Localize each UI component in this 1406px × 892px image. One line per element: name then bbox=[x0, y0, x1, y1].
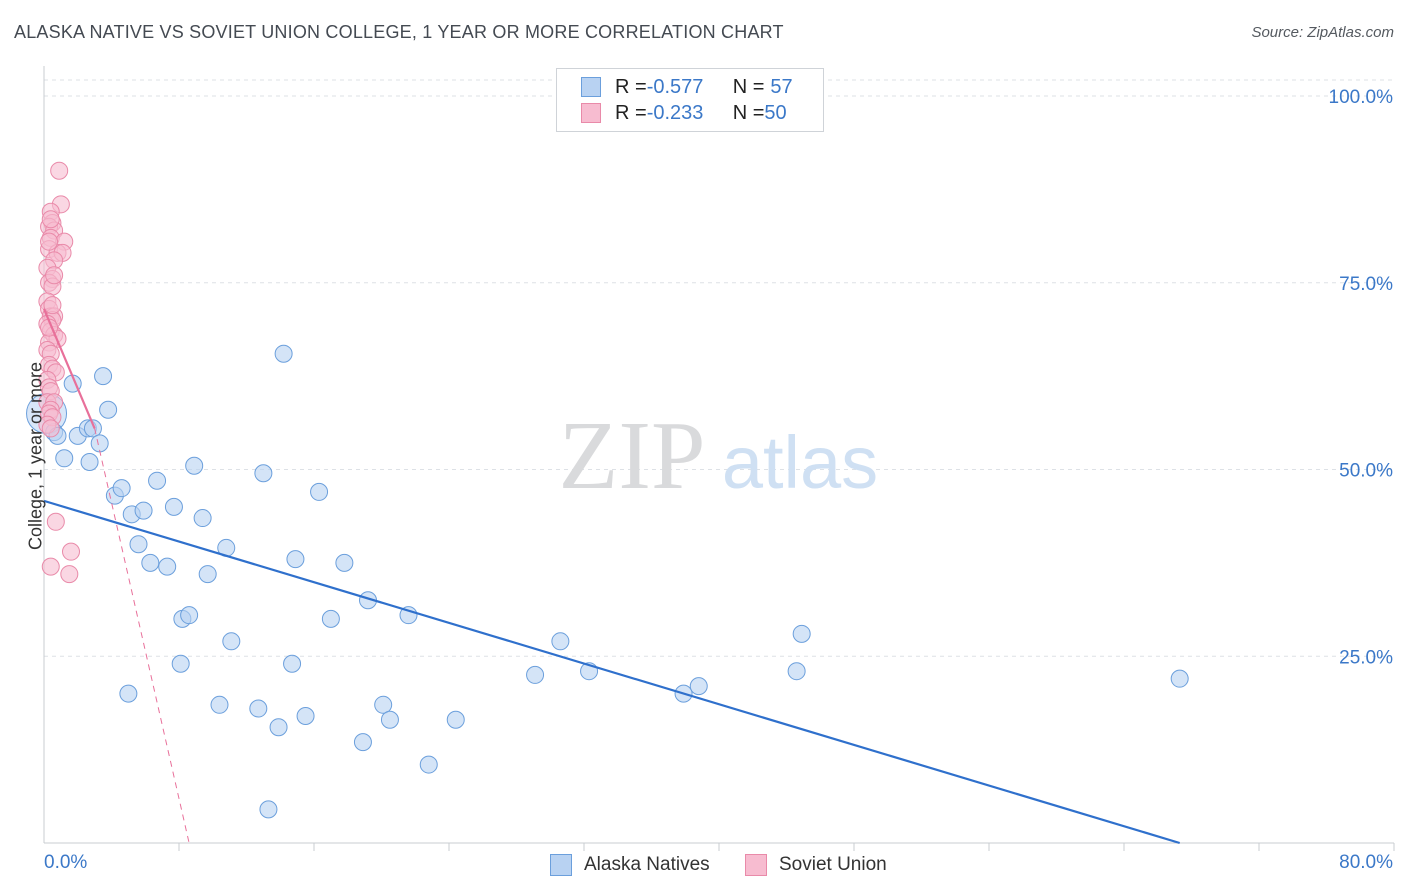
soviet-union-point bbox=[41, 557, 60, 576]
alaska-natives-point bbox=[148, 471, 167, 490]
soviet-union-point bbox=[41, 419, 60, 438]
soviet-legend-label: Soviet Union bbox=[779, 854, 887, 875]
y-tick-label: 25.0% bbox=[1339, 647, 1393, 668]
soviet-union-point bbox=[43, 296, 62, 315]
y-tick-label: 75.0% bbox=[1339, 274, 1393, 295]
watermark-atlas: atlas bbox=[722, 421, 878, 504]
alaska-natives-point bbox=[335, 553, 354, 572]
axes bbox=[43, 66, 1395, 851]
alaska-natives-point bbox=[380, 710, 399, 729]
source-label: Source: ZipAtlas.com bbox=[1251, 24, 1394, 41]
alaska-natives-point bbox=[198, 565, 217, 584]
alaska-natives-point bbox=[286, 550, 305, 569]
alaska-natives-trend-line bbox=[43, 499, 1181, 845]
alaska-natives-point bbox=[269, 718, 288, 737]
alaska-swatch bbox=[581, 77, 601, 97]
alaska-natives-point bbox=[259, 800, 278, 819]
alaska-natives-point bbox=[210, 695, 229, 714]
n-label: N = bbox=[732, 75, 765, 98]
stats-row-alaska: R = -0.577 N = 57 bbox=[581, 75, 793, 99]
alaska-natives-point bbox=[1170, 669, 1189, 688]
soviet-union-point bbox=[62, 542, 80, 561]
alaska-natives-point bbox=[249, 699, 268, 718]
alaska-natives-point bbox=[80, 453, 99, 472]
soviet-legend-swatch bbox=[745, 854, 767, 876]
alaska-natives-point bbox=[310, 482, 329, 501]
stats-legend: R = -0.577 N = 57 R = -0.233 N = 50 bbox=[556, 68, 824, 132]
alaska-natives-point bbox=[134, 501, 153, 520]
alaska-natives-point bbox=[222, 632, 241, 651]
watermark: ZIP atlas bbox=[559, 402, 879, 510]
soviet-union-point bbox=[40, 232, 59, 251]
r-label: R = bbox=[615, 75, 647, 98]
alaska-natives-point bbox=[158, 557, 177, 576]
n-value: 50 bbox=[764, 101, 787, 124]
alaska-natives-point bbox=[193, 509, 212, 528]
r-value: -0.577 bbox=[646, 75, 704, 98]
alaska-natives-point bbox=[141, 553, 160, 572]
alaska-natives-point bbox=[321, 609, 340, 628]
alaska-natives-point bbox=[353, 733, 372, 752]
alaska-natives-point bbox=[129, 535, 148, 554]
alaska-natives-point bbox=[180, 606, 199, 625]
y-tick-label: 50.0% bbox=[1339, 461, 1393, 482]
alaska-legend-swatch bbox=[550, 854, 572, 876]
soviet-union-point bbox=[46, 512, 65, 531]
alaska-natives-point bbox=[446, 710, 465, 729]
alaska-natives-point bbox=[787, 662, 806, 681]
y-axis-label: College, 1 year or more bbox=[25, 361, 46, 551]
alaska-natives-point bbox=[419, 755, 438, 774]
r-value: -0.233 bbox=[646, 101, 704, 124]
alaska-natives-point bbox=[551, 632, 570, 651]
x-tick-max: 80.0% bbox=[1339, 852, 1393, 873]
chart-title: ALASKA NATIVE VS SOVIET UNION COLLEGE, 1… bbox=[14, 22, 784, 42]
soviet-union-point bbox=[45, 266, 64, 285]
stats-row-soviet: R = -0.233 N = 50 bbox=[581, 101, 787, 125]
soviet-union-trend-line bbox=[94, 428, 190, 844]
legend-soviet-union[interactable]: Soviet Union bbox=[745, 852, 887, 878]
alaska-natives-point bbox=[119, 684, 138, 703]
alaska-natives-point bbox=[90, 434, 109, 453]
y-tick-labels: 100.0% 75.0% 50.0% 25.0% bbox=[1329, 87, 1394, 668]
alaska-natives-point bbox=[99, 400, 118, 419]
soviet-union-point bbox=[50, 161, 69, 180]
alaska-natives-point bbox=[171, 654, 190, 673]
alaska-natives-point bbox=[526, 665, 545, 684]
soviet-swatch bbox=[581, 103, 601, 123]
alaska-natives-point bbox=[689, 677, 708, 696]
alaska-natives-point bbox=[254, 464, 273, 483]
soviet-union-point bbox=[41, 210, 60, 229]
alaska-natives-point bbox=[792, 624, 811, 643]
soviet-union-point bbox=[60, 565, 79, 584]
alaska-natives-point bbox=[55, 449, 74, 468]
alaska-natives-point bbox=[83, 419, 102, 438]
y-tick-label: 100.0% bbox=[1329, 87, 1394, 108]
alaska-natives-point bbox=[296, 707, 315, 726]
alaska-natives-point bbox=[112, 479, 131, 498]
alaska-natives-point bbox=[185, 456, 204, 475]
alaska-natives-point bbox=[274, 344, 293, 363]
alaska-natives-point bbox=[283, 654, 302, 673]
alaska-legend-label: Alaska Natives bbox=[584, 854, 710, 875]
watermark-zip: ZIP bbox=[559, 402, 706, 510]
legend-alaska-natives[interactable]: Alaska Natives bbox=[550, 852, 710, 878]
alaska-natives-point bbox=[94, 367, 113, 386]
x-tick-min: 0.0% bbox=[44, 852, 88, 873]
n-label: N = bbox=[732, 101, 765, 124]
gridlines bbox=[44, 79, 1394, 657]
trend-lines bbox=[42, 308, 1181, 845]
alaska-natives-point bbox=[164, 497, 183, 516]
soviet-union-trend-line bbox=[42, 308, 96, 429]
alaska-natives-point bbox=[374, 695, 393, 714]
r-label: R = bbox=[615, 101, 647, 124]
n-value: 57 bbox=[770, 75, 793, 98]
